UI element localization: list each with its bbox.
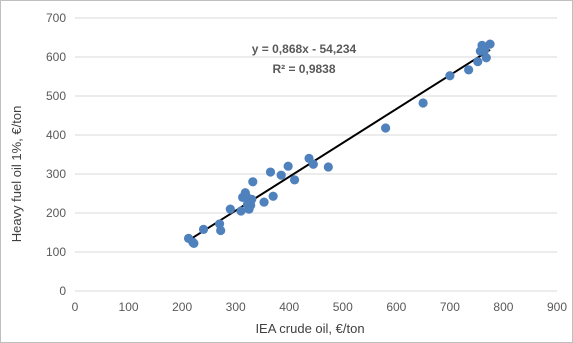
data-point [199,225,208,234]
x-tick-label: 900 [547,300,567,314]
y-axis-title: Heavy fuel oil 1%, €/ton [9,106,24,243]
data-point [445,71,454,80]
x-tick-label: 700 [440,300,460,314]
x-tick-label: 200 [172,300,192,314]
data-point [290,175,299,184]
data-point [248,177,257,186]
y-tick-label: 300 [46,167,66,181]
data-point [464,65,473,74]
x-tick-label: 300 [226,300,246,314]
data-point [189,239,198,248]
y-tick-label: 100 [46,245,66,259]
x-tick-label: 800 [493,300,513,314]
data-point [309,160,318,169]
r-squared-label: R² = 0,9838 [272,62,335,76]
x-axis-title: IEA crude oil, €/ton [255,321,364,336]
y-tick-label: 0 [59,284,66,298]
data-points [184,40,495,248]
data-point [277,171,286,180]
data-point [485,40,494,49]
data-point [482,53,491,62]
data-point [284,162,293,171]
y-tick-label: 600 [46,50,66,64]
data-point [473,57,482,66]
x-tick-labels: 0 100 200 300 400 500 600 700 800 900 [72,300,568,314]
data-point [324,162,333,171]
data-point [216,226,225,235]
data-point [226,205,235,214]
data-point [259,197,268,206]
y-tick-labels: 0 100 200 300 400 500 600 700 [46,11,66,298]
y-tick-label: 700 [46,11,66,25]
data-point [266,167,275,176]
x-tick-label: 400 [279,300,299,314]
data-point [247,195,256,204]
data-point [381,123,390,132]
data-point [236,206,245,215]
trendline-equation: y = 0,868x - 54,234 [252,42,357,56]
y-tick-label: 200 [46,206,66,220]
x-tick-label: 0 [72,300,79,314]
x-tick-label: 600 [386,300,406,314]
data-point [419,98,428,107]
y-tick-label: 500 [46,89,66,103]
x-tick-label: 500 [333,300,353,314]
data-point [269,192,278,201]
x-tick-label: 100 [119,300,139,314]
y-tick-label: 400 [46,128,66,142]
